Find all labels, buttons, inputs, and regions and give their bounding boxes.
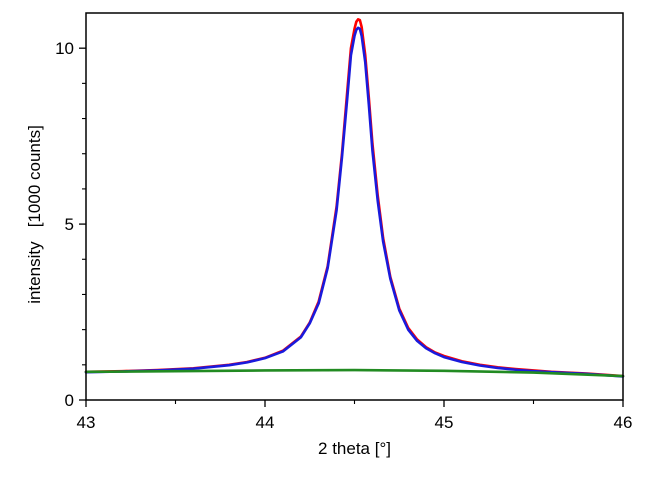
x-tick-label: 46	[614, 413, 633, 432]
series-line-1	[84, 26, 625, 378]
y-tick-label: 10	[55, 39, 74, 58]
x-tick-label: 43	[77, 413, 96, 432]
series-line-2	[84, 368, 625, 378]
x-axis-label: 2 theta [°]	[318, 439, 391, 458]
series-layer	[84, 18, 625, 378]
x-tick-label: 44	[256, 413, 275, 432]
y-axis-label: intensity [1000 counts]	[25, 125, 44, 304]
y-tick-label: 0	[65, 391, 74, 410]
y-tick-label: 5	[65, 215, 74, 234]
ticks-layer: 43 44 45 46 0 5 10	[55, 39, 632, 432]
x-tick-label: 45	[435, 413, 454, 432]
